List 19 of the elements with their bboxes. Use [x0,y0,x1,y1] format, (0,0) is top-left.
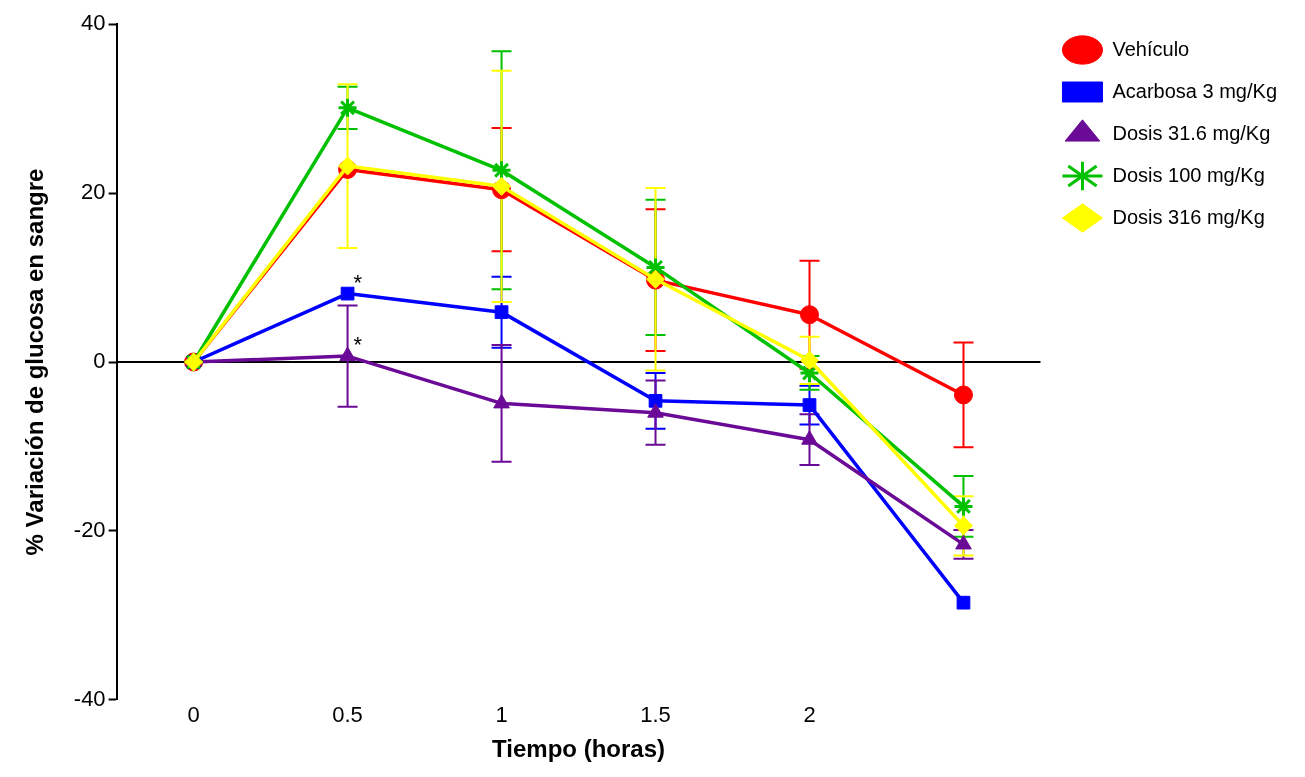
y-tick-label: -40 [73,685,106,711]
x-axis-title: Tiempo (horas) [492,735,665,763]
legend-label: Vehículo [1112,37,1190,60]
y-tick-label: 0 [93,348,106,374]
y-tick-label: -20 [73,516,106,542]
legend-label: Dosis 100 mg/Kg [1112,163,1265,186]
x-tick-label: 1.5 [640,702,671,728]
x-tick-label: 0 [187,702,200,728]
legend-label: Dosis 316 mg/Kg [1112,205,1265,228]
legend-label: Acarbosa 3 mg/Kg [1112,79,1277,102]
legend-label: Dosis 31.6 mg/Kg [1112,121,1271,144]
y-tick-label: 20 [81,179,106,205]
annotation: * [353,269,363,295]
annotation: * [353,332,363,358]
y-tick-label: 40 [81,10,106,36]
x-tick-label: 2 [803,702,816,728]
x-tick-label: 0.5 [332,702,363,728]
y-axis-title: % Variación de glucosa en sangre [21,168,49,556]
x-tick-label: 1 [495,702,508,728]
